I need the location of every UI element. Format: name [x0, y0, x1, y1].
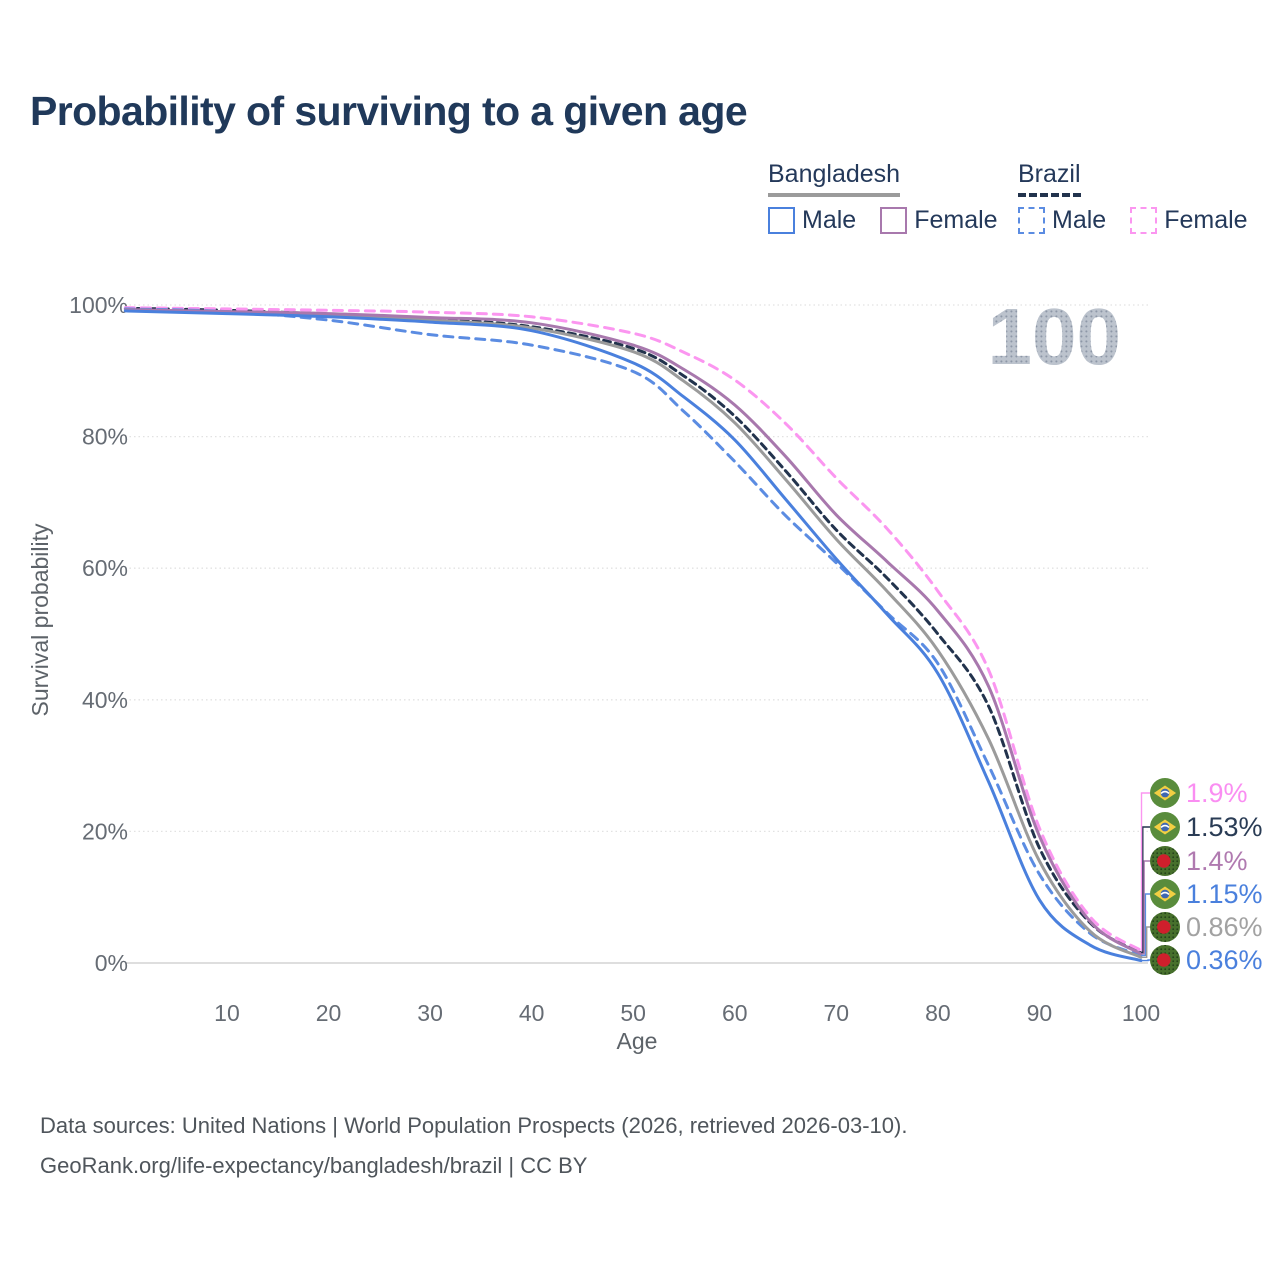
x-tick-label-30: 30 — [417, 1000, 443, 1026]
legend-item-label: Female — [914, 206, 998, 234]
y-tick-label-100: 100% — [69, 292, 128, 318]
x-axis-title: Age — [617, 1028, 658, 1054]
bangladesh-flag-icon — [1150, 945, 1180, 975]
legend: Bangladesh Male Female Brazil Male — [0, 160, 1280, 250]
attribution-line: GeoRank.org/life-expectancy/bangladesh/b… — [40, 1153, 588, 1178]
y-tick-label-40: 40% — [82, 687, 128, 713]
x-tick-label-50: 50 — [620, 1000, 646, 1026]
end-label-bangladesh-female: 1.4% — [1186, 846, 1248, 876]
legend-swatch-icon — [1130, 207, 1158, 234]
legend-swatch-icon — [768, 207, 795, 234]
legend-item-brazil-male[interactable]: Male — [1018, 206, 1106, 235]
y-axis-title: Survival probability — [27, 523, 53, 717]
legend-item-label: Male — [1052, 206, 1107, 234]
brazil-flag-icon — [1150, 778, 1180, 808]
watermark-100: 100 — [988, 292, 1121, 381]
x-tick-label-60: 60 — [722, 1000, 748, 1026]
x-tick-label-90: 90 — [1027, 1000, 1053, 1026]
bangladesh-flag-icon — [1150, 912, 1180, 942]
page-title: Probability of surviving to a given age — [30, 88, 748, 134]
legend-group-brazil: Brazil Male Female — [1018, 160, 1248, 235]
curve-bangladesh-total — [123, 308, 1143, 959]
leader-line-bangladesh-female — [1141, 860, 1150, 955]
legend-swatch-icon — [880, 207, 908, 234]
leader-line-bangladesh-male — [1141, 959, 1150, 962]
x-tick-label-40: 40 — [519, 1000, 545, 1026]
x-tick-label-80: 80 — [925, 1000, 951, 1026]
x-tick-label-10: 10 — [214, 1000, 240, 1026]
end-label-bangladesh-male: 0.36% — [1186, 945, 1263, 975]
curve-bangladesh-female — [123, 308, 1143, 956]
legend-item-label: Female — [1164, 206, 1248, 234]
end-label-bangladesh-total: 0.86% — [1186, 912, 1263, 942]
legend-title-brazil: Brazil — [1018, 160, 1081, 197]
curve-brazil-total — [123, 306, 1143, 955]
end-label-brazil-male: 1.15% — [1186, 879, 1263, 909]
x-tick-label-100: 100 — [1122, 1000, 1160, 1026]
leader-line-brazil-female — [1140, 792, 1150, 952]
data-sources-line: Data sources: United Nations | World Pop… — [40, 1113, 908, 1138]
curve-brazil-male — [123, 307, 1143, 957]
end-label-brazil-female: 1.9% — [1186, 778, 1248, 808]
y-tick-label-0: 0% — [95, 950, 128, 976]
legend-title-bangladesh: Bangladesh — [768, 160, 901, 197]
leader-line-brazil-male — [1141, 893, 1150, 957]
end-label-brazil-total: 1.53% — [1186, 812, 1263, 842]
leader-line-bangladesh-total — [1141, 926, 1150, 958]
y-tick-label-80: 80% — [82, 424, 128, 450]
curve-brazil-female — [123, 306, 1143, 952]
legend-group-bangladesh: Bangladesh Male Female — [768, 160, 998, 235]
curve-bangladesh-male — [123, 309, 1143, 963]
legend-item-label: Male — [802, 206, 857, 234]
legend-swatch-icon — [1018, 207, 1045, 234]
brazil-flag-icon — [1150, 812, 1180, 842]
y-tick-label-60: 60% — [82, 555, 128, 581]
x-tick-label-20: 20 — [316, 1000, 342, 1026]
y-tick-label-20: 20% — [82, 818, 128, 844]
watermark-100: 100 — [988, 292, 1121, 381]
legend-item-bangladesh-female[interactable]: Female — [880, 206, 998, 235]
brazil-flag-icon — [1150, 879, 1180, 909]
legend-item-brazil-female[interactable]: Female — [1130, 206, 1248, 235]
leader-line-brazil-total — [1141, 826, 1150, 954]
footer: Data sources: United Nations | World Pop… — [40, 1106, 907, 1186]
legend-item-bangladesh-male[interactable]: Male — [768, 206, 856, 235]
bangladesh-flag-icon — [1150, 846, 1180, 876]
x-tick-label-70: 70 — [824, 1000, 850, 1026]
